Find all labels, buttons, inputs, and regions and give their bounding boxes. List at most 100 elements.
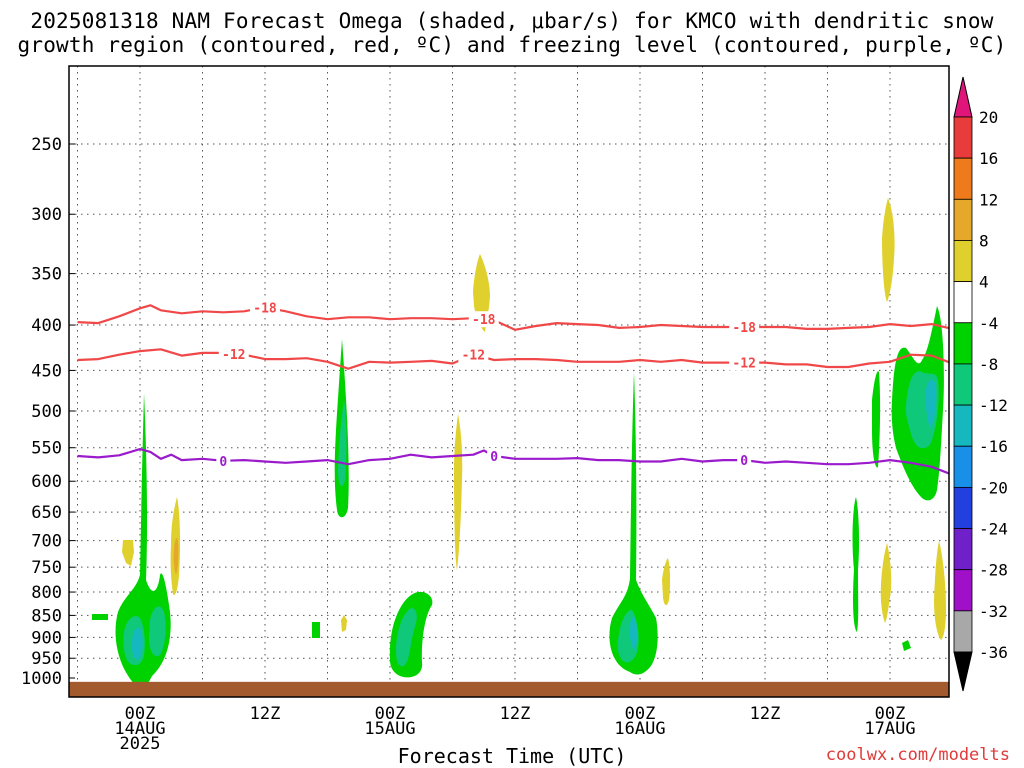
contour-label-bg	[737, 452, 752, 469]
colorbar-label: -16	[979, 437, 1008, 456]
x-tick-label: 00Z	[875, 704, 906, 724]
colorbar-cell	[953, 157, 973, 200]
colorbar-label: -20	[979, 478, 1008, 497]
y-tick-label: 300	[31, 205, 62, 225]
contour-label: -18	[732, 321, 756, 336]
contour-label-bg	[250, 299, 280, 316]
colorbar-over-triangle	[953, 76, 973, 118]
omega-region	[454, 414, 463, 570]
x-axis-title: Forecast Time (UTC)	[397, 744, 627, 768]
colorbar-cell	[953, 240, 973, 283]
colorbar-label: -28	[979, 561, 1008, 580]
colorbar-cell	[953, 322, 973, 365]
chart-title-line-2: growth region (contoured, red, ºC) and f…	[17, 33, 1007, 57]
x-tick-label: 2025	[120, 734, 161, 754]
contour-label: -12	[222, 348, 245, 363]
colorbar-label: 20	[979, 108, 998, 127]
terrain-band	[69, 681, 949, 697]
omega-region	[852, 497, 860, 632]
colorbar-label: -8	[979, 355, 998, 374]
colorbar-label: -12	[979, 396, 1008, 415]
contour-label-bg	[729, 318, 760, 335]
colorbar-cell	[953, 281, 973, 324]
colorbar-cell	[953, 404, 973, 447]
y-tick-label: 750	[31, 558, 62, 578]
x-tick-label: 17AUG	[864, 719, 915, 739]
y-tick-label: 850	[31, 606, 62, 626]
contour-label: -12	[462, 349, 485, 364]
omega-region	[662, 558, 671, 606]
x-tick-label: 12Z	[500, 704, 531, 724]
y-tick-label: 650	[31, 503, 62, 523]
y-tick-label: 800	[31, 583, 62, 603]
colorbar-cell	[953, 486, 973, 529]
colorbar-under-triangle	[953, 651, 973, 692]
x-tick-label: 12Z	[750, 704, 781, 724]
y-tick-label: 600	[31, 472, 62, 492]
omega-region	[880, 543, 892, 623]
colorbar-label: 8	[979, 231, 989, 250]
chart-title-line-1: 2025081318 NAM Forecast Omega (shaded, μ…	[30, 9, 994, 33]
y-tick-label: 700	[31, 532, 62, 552]
y-tick-label: 900	[31, 628, 62, 648]
y-tick-label: 350	[31, 265, 62, 285]
colorbar-cell	[953, 610, 973, 653]
omega-region	[934, 541, 946, 640]
omega-region	[629, 617, 638, 650]
omega-region	[341, 615, 347, 632]
omega-region	[882, 198, 895, 302]
grid-lines	[69, 66, 949, 697]
colorbar-cell	[953, 445, 973, 488]
y-tick-label: 250	[31, 135, 62, 155]
x-tick-label: 15AUG	[364, 719, 415, 739]
omega-region	[902, 640, 911, 651]
colorbar-label: 12	[979, 190, 998, 209]
omega-region	[122, 540, 134, 566]
contour-label: -18	[472, 313, 496, 328]
colorbar-label: -4	[979, 314, 998, 333]
omega-region	[609, 372, 658, 675]
y-tick-label: 950	[31, 649, 62, 669]
y-tick-label: 450	[31, 361, 62, 381]
contour-label: 0	[219, 455, 227, 470]
y-tick-label: 550	[31, 439, 62, 459]
contour-label: -18	[253, 301, 277, 316]
colorbar-cell	[953, 528, 973, 571]
omega-shading	[92, 198, 946, 690]
x-tick-label: 14AUG	[114, 719, 165, 739]
x-tick-label: 00Z	[625, 704, 656, 724]
terrain-below-ground	[69, 681, 949, 697]
omega-region	[92, 614, 108, 620]
contour-label-bg	[487, 448, 502, 465]
y-axis-pressure-labels: 2503003504004505005506006507007508008509…	[21, 135, 62, 689]
contour-label-bg	[218, 345, 249, 362]
contour-label: 0	[490, 450, 498, 465]
colorbar-cell	[953, 363, 973, 406]
contour-label-bg	[468, 311, 499, 328]
x-tick-label: 00Z	[375, 704, 406, 724]
colorbar-label: -32	[979, 602, 1008, 621]
colorbar-label: 4	[979, 273, 989, 292]
contour-label: -12	[732, 357, 755, 372]
colorbar-cell	[953, 198, 973, 241]
contour-label-bg	[458, 346, 489, 363]
colorbar-label: -36	[979, 643, 1008, 662]
omega-region	[872, 371, 881, 468]
x-tick-label: 12Z	[250, 704, 281, 724]
plot-frame	[68, 65, 950, 698]
colorbar-label: 16	[979, 149, 998, 168]
y-tick-label: 1000	[21, 669, 62, 689]
colorbar-label: -24	[979, 520, 1008, 539]
omega-region	[312, 622, 320, 638]
y-tick-label: 400	[31, 316, 62, 336]
colorbar-cell	[953, 569, 973, 612]
contour-line	[77, 304, 949, 331]
omega-region	[149, 606, 166, 657]
omega-region	[396, 608, 417, 667]
contour-line	[77, 348, 949, 370]
contour-label-bg	[216, 452, 231, 469]
omega-colorbar: 20 16 12 8 4 -4 -8 -12 -16 -20 -24 -28 -32 -36	[953, 76, 1008, 692]
x-tick-label: 16AUG	[614, 719, 665, 739]
